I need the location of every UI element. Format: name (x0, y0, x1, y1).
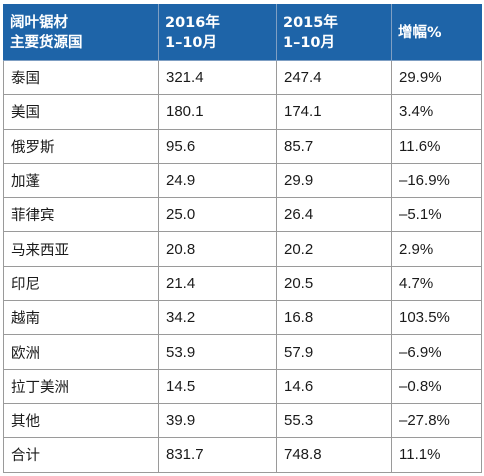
header-2016: 2016年 1–10月 (158, 4, 277, 61)
cell-growth: –16.9% (391, 162, 482, 199)
header-source-country: 阔叶锯材 主要货源国 (3, 4, 159, 61)
cell-growth: –0.8% (391, 368, 482, 404)
cell-growth: –5.1% (391, 197, 482, 233)
cell-growth: –6.9% (391, 334, 482, 370)
header-text-line: 阔叶锯材 (10, 14, 68, 31)
table-body: 泰国 321.4 247.4 29.9% 美国 180.1 174.1 3.4%… (3, 59, 482, 473)
cell-country: 其他 (3, 402, 159, 439)
cell-2016: 39.9 (158, 402, 277, 439)
table-row: 泰国 321.4 247.4 29.9% (3, 59, 482, 96)
cell-country: 马来西亚 (3, 231, 159, 267)
cell-2016: 20.8 (158, 231, 277, 267)
cell-2015: 20.5 (276, 265, 392, 302)
cell-2015: 16.8 (276, 300, 392, 336)
cell-growth: 2.9% (391, 231, 482, 267)
cell-country: 拉丁美洲 (3, 368, 159, 404)
header-text-line: 2015年 (283, 14, 338, 31)
table-row: 美国 180.1 174.1 3.4% (3, 94, 482, 130)
cell-country: 合计 (3, 437, 159, 473)
table-row: 其他 39.9 55.3 –27.8% (3, 402, 482, 439)
cell-2015: 20.2 (276, 231, 392, 267)
cell-2015: 29.9 (276, 162, 392, 199)
header-text-line: 2016年 (165, 14, 220, 31)
cell-2015: 14.6 (276, 368, 392, 404)
table-row: 印尼 21.4 20.5 4.7% (3, 265, 482, 302)
cell-growth: 4.7% (391, 265, 482, 302)
cell-growth: 29.9% (391, 59, 482, 96)
cell-2016: 14.5 (158, 368, 277, 404)
hardwood-import-table: 阔叶锯材 主要货源国 2016年 1–10月 2015年 1–10月 增幅% 泰… (3, 4, 482, 473)
cell-growth: 3.4% (391, 94, 482, 130)
cell-2015: 85.7 (276, 128, 392, 164)
cell-2015: 57.9 (276, 334, 392, 370)
cell-country: 菲律宾 (3, 197, 159, 233)
cell-2015: 26.4 (276, 197, 392, 233)
cell-2015: 55.3 (276, 402, 392, 439)
header-2015: 2015年 1–10月 (276, 4, 392, 61)
table-row: 俄罗斯 95.6 85.7 11.6% (3, 128, 482, 164)
cell-country: 泰国 (3, 59, 159, 96)
table-row-total: 合计 831.7 748.8 11.1% (3, 437, 482, 473)
header-row: 阔叶锯材 主要货源国 2016年 1–10月 2015年 1–10月 增幅% (3, 4, 482, 61)
cell-country: 加蓬 (3, 162, 159, 199)
cell-2016: 25.0 (158, 197, 277, 233)
cell-2015: 174.1 (276, 94, 392, 130)
table-row: 欧洲 53.9 57.9 –6.9% (3, 334, 482, 370)
header-text-line: 主要货源国 (10, 34, 83, 51)
cell-2015: 247.4 (276, 59, 392, 96)
cell-2016: 21.4 (158, 265, 277, 302)
cell-country: 美国 (3, 94, 159, 130)
table-row: 菲律宾 25.0 26.4 –5.1% (3, 197, 482, 233)
cell-country: 越南 (3, 300, 159, 336)
cell-country: 印尼 (3, 265, 159, 302)
cell-growth: 103.5% (391, 300, 482, 336)
header-text-line: 1–10月 (283, 34, 336, 51)
cell-2016: 34.2 (158, 300, 277, 336)
header-growth: 增幅% (391, 4, 482, 61)
cell-country: 欧洲 (3, 334, 159, 370)
cell-country: 俄罗斯 (3, 128, 159, 164)
table-header: 阔叶锯材 主要货源国 2016年 1–10月 2015年 1–10月 增幅% (3, 4, 482, 61)
table-row: 越南 34.2 16.8 103.5% (3, 300, 482, 336)
table-row: 加蓬 24.9 29.9 –16.9% (3, 162, 482, 199)
cell-2016: 321.4 (158, 59, 277, 96)
cell-2016: 180.1 (158, 94, 277, 130)
cell-growth: 11.1% (391, 437, 482, 473)
cell-growth: –27.8% (391, 402, 482, 439)
cell-2016: 24.9 (158, 162, 277, 199)
table-row: 马来西亚 20.8 20.2 2.9% (3, 231, 482, 267)
cell-growth: 11.6% (391, 128, 482, 164)
header-text-line: 1–10月 (165, 34, 218, 51)
cell-2016: 95.6 (158, 128, 277, 164)
header-text-line: 增幅% (398, 24, 442, 41)
cell-2016: 53.9 (158, 334, 277, 370)
cell-2016: 831.7 (158, 437, 277, 473)
table-row: 拉丁美洲 14.5 14.6 –0.8% (3, 368, 482, 404)
cell-2015: 748.8 (276, 437, 392, 473)
